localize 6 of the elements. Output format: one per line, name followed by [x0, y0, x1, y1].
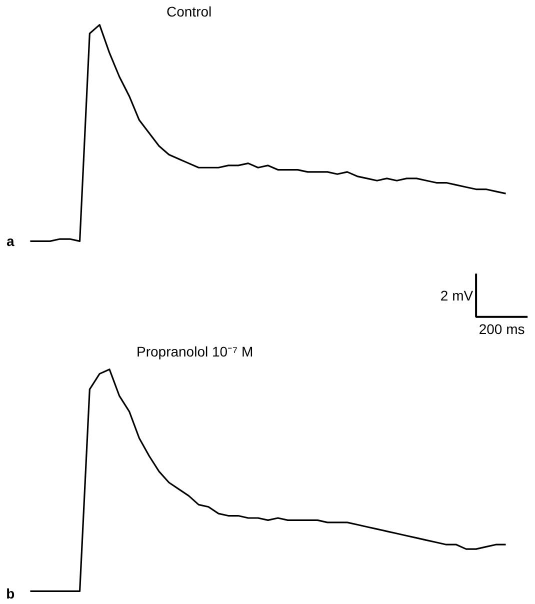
text: 200 ms [478, 321, 525, 338]
text: 2 mV [440, 287, 474, 304]
text: b [6, 585, 15, 602]
chart-title: Propranolol 10⁻⁷ M [136, 344, 254, 360]
text: a [6, 233, 15, 250]
chart-title: Control [166, 4, 212, 20]
